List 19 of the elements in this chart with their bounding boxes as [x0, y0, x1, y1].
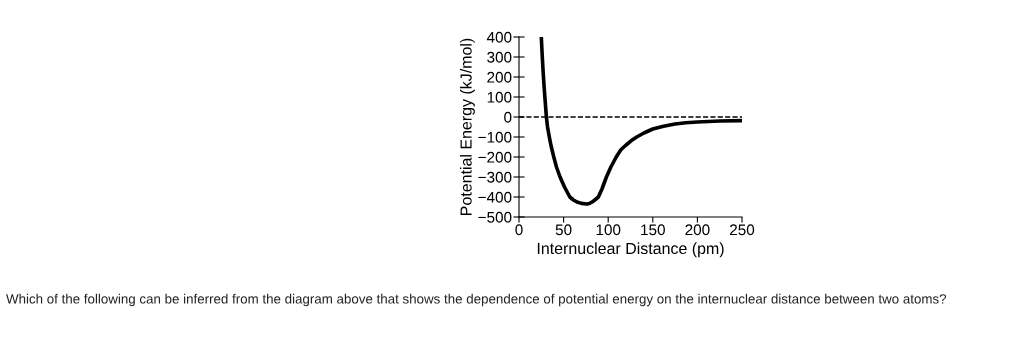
y-tick-label: 400 — [486, 31, 512, 43]
y-tick-label: 100 — [487, 91, 512, 103]
x-tick-label: 200 — [685, 224, 710, 236]
y-tick-label: −300 — [478, 171, 512, 183]
x-axis-title: Internuclear Distance (pm) — [537, 242, 724, 258]
x-tick-label: 50 — [555, 224, 572, 236]
y-axis-title: Potential Energy (kJ/mol) — [459, 38, 475, 215]
y-tick-label: 300 — [487, 51, 512, 63]
y-tick-label: 200 — [487, 71, 512, 83]
x-tick-label: 150 — [641, 224, 665, 236]
x-tick-label: 100 — [596, 224, 621, 236]
y-tick-label: −200 — [478, 151, 512, 163]
y-tick-label: −400 — [478, 191, 512, 203]
x-tick-label: 250 — [730, 224, 755, 236]
y-tick-label: −500 — [478, 211, 512, 223]
text: Which of the following can be inferred from the diagram above that shows the dependence of potential energy on the internuclear distance between two atoms? — [6, 293, 947, 307]
y-tick-label: −100 — [478, 131, 512, 143]
x-tick-label: 0 — [515, 224, 523, 236]
y-tick-label: 0 — [504, 111, 512, 123]
